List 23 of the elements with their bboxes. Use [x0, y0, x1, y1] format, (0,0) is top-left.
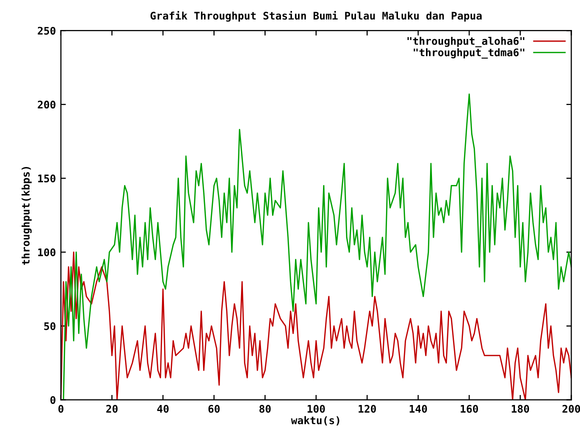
legend-label: "throughput_aloha6"	[407, 36, 524, 48]
x-tick-label: 100	[308, 404, 325, 413]
x-axis-title: waktu(s)	[291, 416, 340, 426]
x-tick-label: 120	[358, 404, 376, 413]
x-tick-label: 80	[259, 404, 271, 413]
y-tick-label: 150	[38, 174, 56, 182]
x-tick-label: 40	[157, 404, 169, 413]
chart-title: Grafik Throughput Stasiun Bumi Pulau Maluku dan Papua	[150, 11, 482, 22]
x-tick-label: 140	[410, 404, 427, 413]
y-axis-title: throughput(kbps)	[22, 167, 32, 265]
legend-label: "throughput_tdma6"	[414, 48, 524, 59]
y-tick-label: 100	[38, 248, 56, 256]
x-tick-label: 180	[512, 404, 530, 413]
line-series	[62, 93, 572, 400]
x-tick-label: 60	[208, 404, 220, 413]
y-tick-label: 200	[38, 100, 56, 109]
x-tick-label: 0	[58, 404, 64, 413]
x-tick-label: 200	[562, 404, 580, 413]
x-tick-label: 20	[106, 404, 118, 413]
x-tick-label: 160	[460, 404, 478, 413]
y-tick-label: 50	[44, 322, 56, 330]
y-tick-label: 250	[38, 26, 56, 35]
y-tick-label: 0	[50, 396, 56, 404]
